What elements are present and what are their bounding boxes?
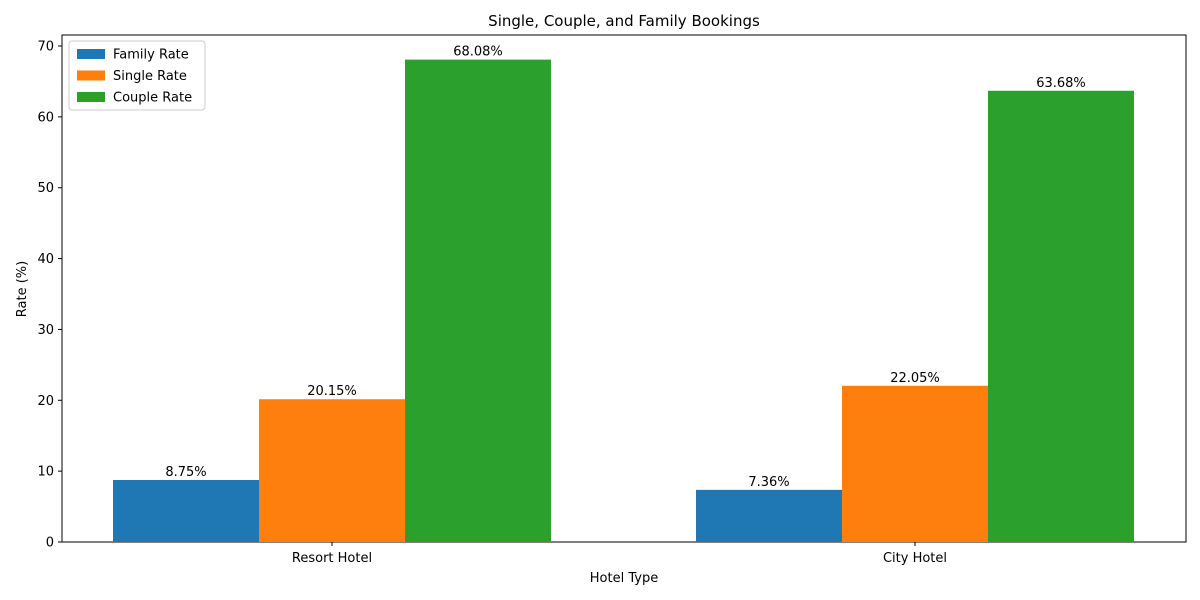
y-tick-label: 30 (37, 323, 54, 338)
y-tick-label: 10 (37, 465, 54, 480)
legend-label: Couple Rate (113, 91, 192, 106)
y-axis-label: Rate (%) (15, 261, 30, 317)
bar-data-label: 63.68% (1036, 76, 1086, 91)
bar-data-label: 22.05% (890, 371, 940, 386)
chart-title: Single, Couple, and Family Bookings (488, 12, 760, 30)
legend-swatch (77, 92, 105, 102)
bar (696, 489, 842, 542)
bar-data-label: 8.75% (165, 465, 206, 480)
bar-data-label: 20.15% (307, 384, 357, 399)
x-tick-label: Resort Hotel (292, 551, 372, 566)
y-tick-label: 60 (37, 110, 54, 125)
bar (988, 90, 1134, 543)
x-tick-label: City Hotel (883, 551, 947, 566)
y-tick-label: 0 (46, 536, 54, 551)
bar (842, 385, 988, 542)
bar-data-label: 68.08% (453, 45, 503, 60)
y-tick-label: 40 (37, 252, 54, 267)
legend-label: Family Rate (113, 48, 189, 63)
legend: Family Rate Single Rate Couple Rate (68, 40, 206, 111)
bar (405, 59, 551, 542)
legend-swatch (77, 49, 105, 59)
bar-data-label: 7.36% (748, 475, 789, 490)
y-tick-label: 20 (37, 394, 54, 409)
legend-label: Single Rate (113, 69, 187, 84)
plot-area: 0 10 20 30 40 50 60 70 8.75% 20.15% 68.08% Resort H… (37, 34, 1187, 566)
y-tick-label: 50 (37, 181, 54, 196)
bar (259, 399, 405, 542)
x-axis-label: Hotel Type (590, 571, 658, 586)
legend-swatch (77, 70, 105, 81)
y-tick-label: 70 (37, 40, 54, 55)
bar (113, 480, 259, 542)
plot-frame (61, 34, 1187, 543)
